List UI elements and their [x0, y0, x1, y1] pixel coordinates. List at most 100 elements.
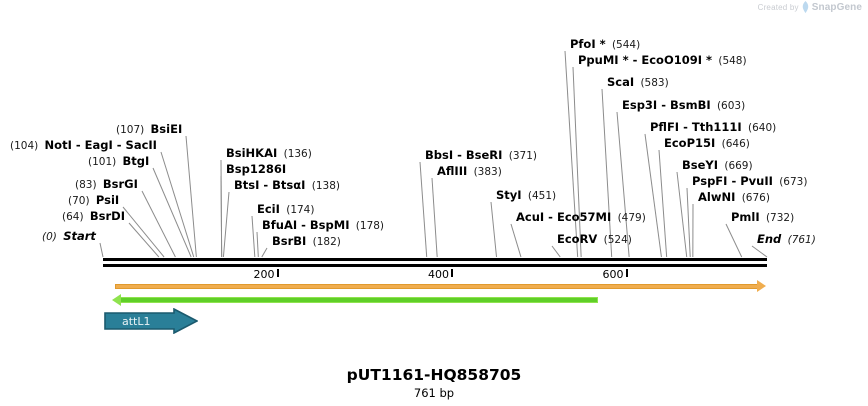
enzyme-leader-line	[564, 50, 579, 258]
enzyme-position: (136)	[283, 148, 312, 160]
enzyme-position: (104)	[10, 140, 39, 152]
enzyme-label[interactable]: (0) Start	[42, 230, 96, 243]
enzyme-label[interactable]: Bsp1286I	[226, 163, 286, 175]
enzyme-name: PpuMI * - EcoO109I *	[578, 53, 713, 67]
enzyme-label[interactable]: ScaI (583)	[607, 76, 669, 89]
enzyme-name: BsiEI	[150, 122, 183, 136]
enzyme-label[interactable]: BtsI - BtsαI (138)	[234, 179, 340, 192]
enzyme-leader-line	[725, 223, 743, 258]
enzyme-label[interactable]: BfuAI - BspMI (178)	[262, 219, 384, 232]
enzyme-label[interactable]: (70) PsiI	[68, 194, 119, 207]
enzyme-name: End	[757, 232, 782, 246]
enzyme-label[interactable]: (101) BtgI	[88, 155, 149, 168]
enzyme-leader-line	[152, 167, 192, 258]
enzyme-position: (640)	[748, 122, 777, 134]
enzyme-name: EciI	[257, 202, 280, 216]
enzyme-label[interactable]: BbsI - BseRI (371)	[425, 149, 537, 162]
watermark-prefix: Created by	[757, 2, 799, 12]
enzyme-name: PmlI	[731, 210, 760, 224]
enzyme-position: (583)	[640, 77, 669, 89]
feature-attL1[interactable]: attL1	[104, 308, 198, 334]
enzyme-name: StyI	[496, 188, 522, 202]
enzyme-label[interactable]: End (761)	[757, 233, 816, 246]
backbone-line-bottom	[103, 264, 767, 267]
enzyme-label[interactable]: BsiHKAI (136)	[226, 147, 312, 160]
enzyme-name: NotI - EagI - SacII	[44, 138, 157, 152]
enzyme-label[interactable]: (104) NotI - EagI - SacII	[10, 139, 157, 152]
enzyme-leader-line	[261, 247, 268, 258]
ruler-tick-label: 200	[253, 268, 275, 281]
enzyme-label[interactable]: StyI (451)	[496, 189, 556, 202]
enzyme-name: AcuI - Eco57MI	[516, 210, 612, 224]
enzyme-position: (761)	[787, 234, 816, 246]
enzyme-position: (83)	[75, 179, 97, 191]
snapgene-leaf-icon	[802, 1, 808, 13]
enzyme-label[interactable]: EcoRV (524)	[557, 233, 632, 246]
enzyme-leader-line	[220, 175, 223, 258]
feature-orange-arrowhead[interactable]	[757, 280, 766, 292]
enzyme-position: (732)	[765, 212, 795, 224]
feature-green-arrowhead[interactable]	[112, 294, 121, 306]
feature-green-track[interactable]	[120, 297, 598, 303]
enzyme-leader-line	[122, 206, 165, 258]
enzyme-label[interactable]: AcuI - Eco57MI (479)	[516, 211, 646, 224]
enzyme-label[interactable]: EcoP15I (646)	[664, 137, 750, 150]
enzyme-position: (669)	[724, 160, 753, 172]
ruler-tick	[625, 269, 628, 277]
enzyme-position: (646)	[721, 138, 750, 150]
enzyme-position: (138)	[311, 180, 341, 192]
ruler-tick-label: 400	[428, 268, 449, 281]
enzyme-label[interactable]: (64) BsrDI	[62, 210, 125, 223]
enzyme-leader-line	[644, 133, 662, 258]
watermark-brand: SnapGene	[811, 1, 862, 13]
enzyme-label[interactable]: PpuMI * - EcoO109I * (548)	[578, 54, 747, 67]
enzyme-position: (174)	[286, 204, 315, 216]
enzyme-position: (673)	[779, 176, 808, 188]
enzyme-position: (479)	[617, 212, 646, 224]
enzyme-position: (544)	[611, 39, 641, 51]
enzyme-label[interactable]: BseYI (669)	[682, 159, 753, 172]
enzyme-name: BsrGI	[102, 177, 138, 191]
enzyme-name: BsiHKAI	[226, 146, 278, 160]
enzyme-leader-line	[676, 171, 688, 258]
enzyme-name: PflFI - Tth111I	[650, 120, 742, 134]
enzyme-label[interactable]: AlwNI (676)	[698, 191, 770, 204]
enzyme-leader-line	[686, 187, 691, 258]
enzyme-label[interactable]: PfoI * (544)	[570, 38, 640, 51]
enzyme-leader-line	[572, 66, 582, 258]
enzyme-leader-line	[510, 223, 522, 258]
enzyme-position: (70)	[68, 195, 90, 207]
enzyme-label[interactable]: (107) BsiEI	[116, 123, 182, 136]
enzyme-label[interactable]: PmlI (732)	[731, 211, 794, 224]
backbone-line-top	[103, 258, 767, 261]
enzyme-label[interactable]: AflIII (383)	[437, 165, 502, 178]
enzyme-label[interactable]: EciI (174)	[257, 203, 314, 216]
enzyme-name: EcoP15I	[664, 136, 716, 150]
enzyme-name: BsrDI	[89, 209, 125, 223]
enzyme-name: EcoRV	[557, 232, 598, 246]
enzyme-position: (64)	[62, 211, 84, 223]
enzyme-label[interactable]: PspFI - PvuII (673)	[692, 175, 807, 188]
enzyme-leader-line	[141, 190, 176, 258]
enzyme-name: BtgI	[122, 154, 150, 168]
enzyme-label[interactable]: BsrBI (182)	[272, 235, 341, 248]
enzyme-label[interactable]: (83) BsrGI	[75, 178, 138, 191]
enzyme-label[interactable]: Esp3I - BsmBI (603)	[622, 99, 745, 112]
enzyme-position: (107)	[116, 124, 145, 136]
feature-orange-track[interactable]	[115, 284, 760, 289]
enzyme-label[interactable]: PflFI - Tth111I (640)	[650, 121, 776, 134]
enzyme-leader-line	[160, 151, 195, 258]
enzyme-leader-line	[128, 222, 160, 258]
sequence-length-label: 761 bp	[413, 386, 455, 400]
enzyme-position: (524)	[603, 234, 632, 246]
enzyme-leader-line	[220, 159, 223, 258]
enzyme-position: (178)	[355, 220, 385, 232]
enzyme-leader-line	[419, 161, 428, 258]
enzyme-leader-line	[185, 135, 197, 258]
enzyme-position: (182)	[312, 236, 341, 248]
page-title: pUT1161-HQ858705	[346, 366, 522, 384]
enzyme-name: BsrBI	[272, 234, 307, 248]
enzyme-name: PfoI *	[570, 37, 606, 51]
enzyme-name: Bsp1286I	[226, 162, 287, 176]
